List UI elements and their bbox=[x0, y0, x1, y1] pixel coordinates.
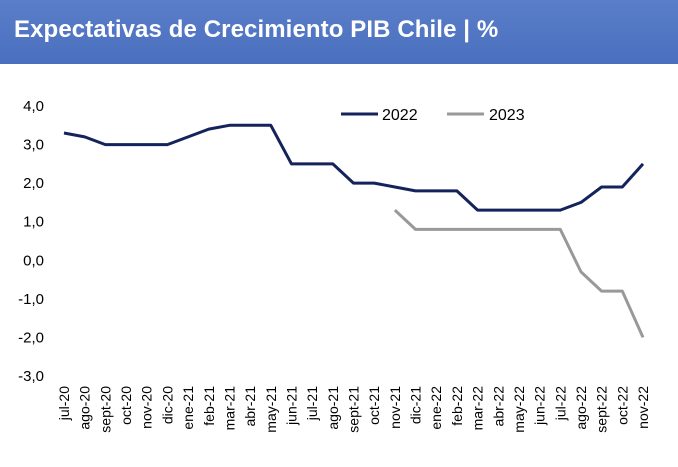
x-tick-label: abr-22 bbox=[490, 386, 506, 427]
x-tick-label: nov-22 bbox=[635, 386, 651, 429]
y-tick-label: -3,0 bbox=[18, 368, 44, 385]
x-tick-label: sept-21 bbox=[346, 386, 362, 433]
x-tick-label: jul-20 bbox=[56, 386, 72, 421]
y-axis-ticks: 4,0 3,0 2,0 1,0 0,0 -1,0 -2,0 -3,0 bbox=[18, 98, 44, 385]
x-tick-label: ago-21 bbox=[325, 386, 341, 430]
series-line-2022 bbox=[63, 123, 645, 212]
x-tick-label: ago-20 bbox=[77, 386, 93, 430]
x-tick-label: nov-20 bbox=[139, 386, 155, 429]
x-tick-label: oct-20 bbox=[118, 386, 134, 425]
x-tick-label: oct-22 bbox=[614, 386, 630, 425]
series-line-2023 bbox=[393, 209, 645, 339]
x-tick-label: nov-21 bbox=[387, 386, 403, 429]
x-tick-label: mar-22 bbox=[470, 386, 486, 431]
y-tick-label: -2,0 bbox=[18, 329, 44, 346]
legend-label-2022: 2022 bbox=[382, 107, 418, 124]
x-tick-label: abr-21 bbox=[242, 386, 258, 427]
x-tick-label: feb-22 bbox=[449, 386, 465, 426]
x-tick-label: jun-22 bbox=[532, 386, 548, 426]
chart-header: Expectativas de Crecimiento PIB Chile | … bbox=[0, 0, 678, 64]
x-tick-label: may-22 bbox=[511, 386, 527, 433]
y-tick-label: 3,0 bbox=[23, 137, 44, 154]
y-tick-label: -1,0 bbox=[18, 291, 44, 308]
x-tick-label: feb-21 bbox=[201, 386, 217, 426]
series-lines bbox=[63, 123, 645, 339]
x-axis-ticks: jul-20 ago-20 sept-20 oct-20 nov-20 dic-20 ene… bbox=[56, 386, 651, 433]
x-tick-label: may-21 bbox=[263, 386, 279, 433]
x-tick-label: sept-20 bbox=[97, 386, 113, 433]
x-tick-label: ago-22 bbox=[573, 386, 589, 430]
y-tick-label: 4,0 bbox=[23, 98, 44, 115]
x-tick-label: oct-21 bbox=[366, 386, 382, 425]
x-tick-label: jul-21 bbox=[304, 386, 320, 421]
x-tick-label: jul-22 bbox=[552, 386, 568, 421]
x-tick-label: ene-21 bbox=[180, 386, 196, 430]
chart-title: Expectativas de Crecimiento PIB Chile | … bbox=[14, 16, 499, 43]
y-tick-label: 2,0 bbox=[23, 175, 44, 192]
x-tick-label: dic-20 bbox=[159, 386, 175, 424]
legend: 2022 2023 bbox=[341, 107, 525, 124]
x-tick-label: ene-22 bbox=[428, 386, 444, 430]
legend-label-2023: 2023 bbox=[489, 107, 525, 124]
x-tick-label: dic-21 bbox=[408, 386, 424, 424]
y-tick-label: 1,0 bbox=[23, 214, 44, 231]
x-tick-label: jun-21 bbox=[283, 386, 299, 426]
x-tick-label: mar-21 bbox=[221, 386, 237, 431]
y-tick-label: 0,0 bbox=[23, 252, 44, 269]
x-tick-label: sept-22 bbox=[594, 386, 610, 433]
